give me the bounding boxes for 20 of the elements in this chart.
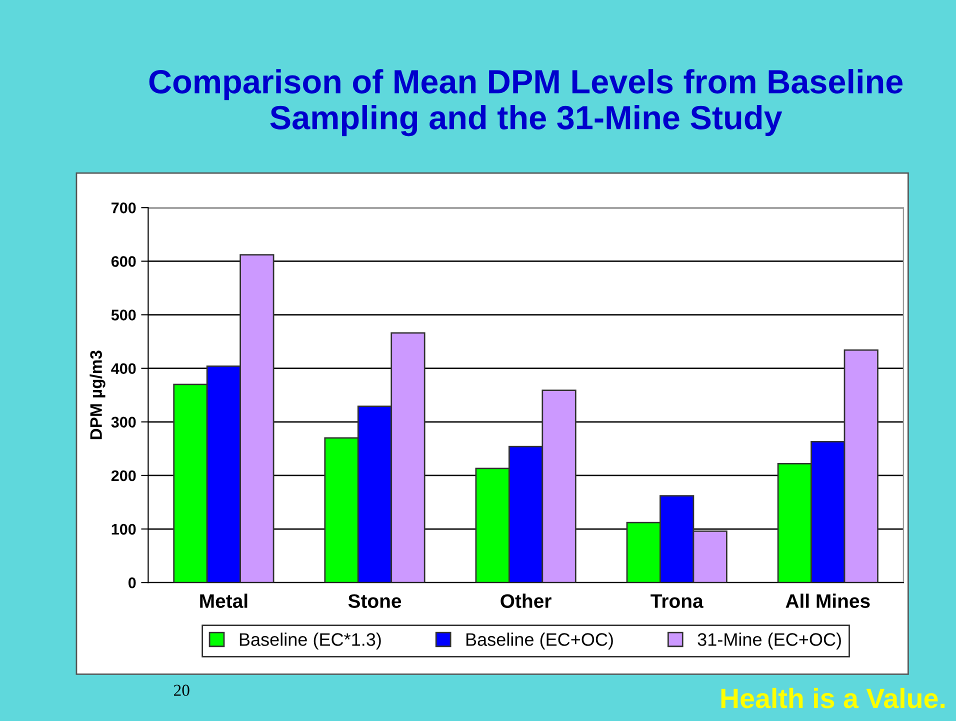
text: Health is a Value. xyxy=(721,688,945,708)
legend-label: Baseline (EC*1.3) xyxy=(240,632,381,650)
y-tick-label: 200 xyxy=(111,470,136,482)
x-tick-label: Stone xyxy=(348,594,402,608)
y-tick-label: 100 xyxy=(112,524,136,535)
y-tick-label: 600 xyxy=(111,256,136,267)
x-tick-label: All Mines xyxy=(786,594,870,608)
x-tick-label: Metal xyxy=(200,594,248,608)
legend-label: 31-Mine (EC+OC) xyxy=(698,632,841,650)
chart-title: Comparison of Mean DPM Levels from Baseline Sampling and the 31-Mine Study xyxy=(149,69,903,136)
y-tick-label: 0 xyxy=(128,577,136,588)
legend-label: Baseline (EC+OC) xyxy=(466,632,613,650)
y-tick-label: 500 xyxy=(111,310,136,320)
y-tick-label: 300 xyxy=(111,416,136,428)
y-tick-label: 700 xyxy=(112,202,136,214)
x-tick-label: Trona xyxy=(650,594,704,608)
y-tick-label: 400 xyxy=(111,363,136,374)
text: 20 xyxy=(174,684,190,696)
x-tick-label: Other xyxy=(500,594,552,608)
y-axis-title: DPM µg/m3 xyxy=(90,350,106,440)
